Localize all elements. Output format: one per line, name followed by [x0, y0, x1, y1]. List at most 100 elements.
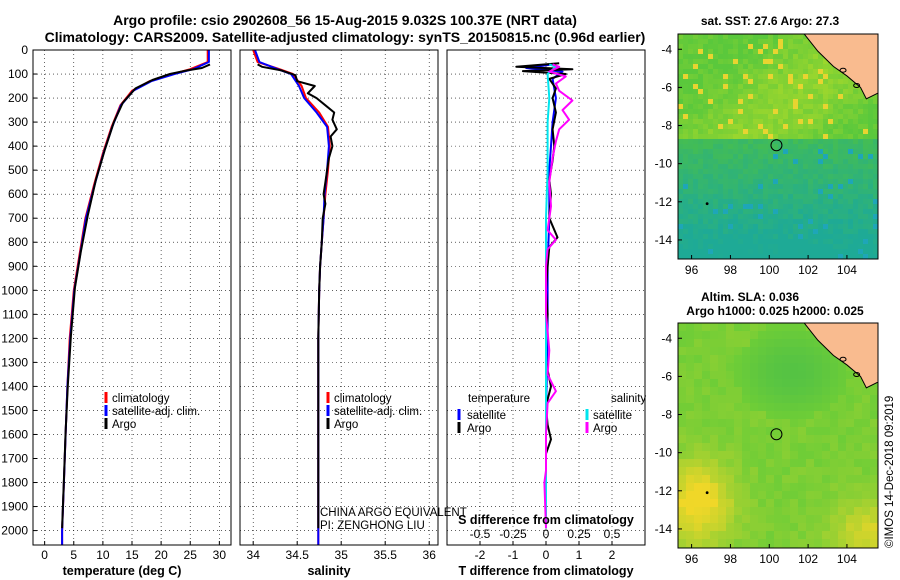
sst-map-cell [708, 54, 714, 60]
sst-map-cell [733, 249, 739, 255]
sst-map-cell [858, 154, 864, 160]
sst-map-cell [738, 214, 744, 220]
sst-map-cell [728, 124, 734, 130]
sla-map-cell [694, 411, 703, 420]
sst-map-cell [838, 149, 844, 155]
sst-map-cell [743, 224, 749, 230]
sla-map-cell [718, 499, 727, 508]
sst-map-cell [808, 254, 814, 259]
sla-map-cell [750, 531, 759, 540]
sst-map-cell [853, 89, 859, 95]
sla-map-cell [846, 379, 855, 388]
sst-map-cell [833, 169, 839, 175]
sst-map-cell [853, 249, 859, 255]
sla-map-cell [870, 411, 878, 420]
sst-map-cell [818, 54, 824, 60]
sst-map-cell [773, 199, 779, 205]
sst-map-cell [848, 199, 854, 205]
sst-map-cell [843, 134, 849, 140]
sst-map-cell [733, 104, 739, 110]
sst-map-cell [703, 59, 709, 65]
sst-map-cell [733, 84, 739, 90]
sst-map-cell [693, 164, 699, 170]
sst-map-cell [853, 204, 859, 210]
sst-map-cell [858, 194, 864, 200]
sst-map-cell [753, 184, 759, 190]
sst-map-cell [703, 124, 709, 130]
sst-map-cell [803, 224, 809, 230]
sst-map-cell [683, 89, 689, 95]
sla-map-cell [686, 419, 695, 428]
sla-map-cell [686, 435, 695, 444]
sst-map-cell [838, 184, 844, 190]
sst-map-cell [793, 104, 799, 110]
sst-map-cell [708, 184, 714, 190]
sst-map-cell [678, 219, 684, 225]
sst-map-cell [683, 104, 689, 110]
sst-map-cell [733, 194, 739, 200]
sst-map-cell [678, 239, 684, 245]
sst-map-cell [783, 54, 789, 60]
sla-map-cell [862, 451, 871, 460]
sla-map-cell [782, 371, 791, 380]
sst-map-cell [788, 214, 794, 220]
sst-map-cell [823, 204, 829, 210]
sst-map-cell [728, 34, 734, 40]
sla-map-cell [694, 363, 703, 372]
sla-map-cell [862, 467, 871, 476]
sst-map-cell [858, 239, 864, 245]
sst-map-cell [723, 54, 729, 60]
sst-map-cell [703, 224, 709, 230]
sst-map-cell [723, 89, 729, 95]
sla-map-cell [774, 515, 783, 524]
sst-map-cell [753, 219, 759, 225]
sla-map-cell [782, 403, 791, 412]
sst-map-cell [723, 224, 729, 230]
sst-map-cell [848, 109, 854, 115]
sst-map-cell [853, 94, 859, 100]
sst-map-cell [763, 154, 769, 160]
sst-map-cell [768, 234, 774, 240]
sst-map-cell [873, 234, 878, 240]
sla-map-island-dot [705, 491, 709, 495]
sst-map-cell [703, 239, 709, 245]
sst-map-cell [688, 154, 694, 160]
sst-map-cell [833, 164, 839, 170]
sla-map-cell [702, 483, 711, 492]
sst-map-cell [768, 104, 774, 110]
sst-map-cell [758, 104, 764, 110]
sst-map-cell [788, 184, 794, 190]
sst-map-cell [753, 194, 759, 200]
sst-map-cell [768, 134, 774, 140]
sst-map-cell [843, 84, 849, 90]
sst-map-cell [743, 249, 749, 255]
sst-map-cell [793, 254, 799, 259]
sst-map-cell [763, 104, 769, 110]
sst-map-cell [868, 229, 874, 235]
sst-map-cell [708, 179, 714, 185]
sst-map-cell [753, 239, 759, 245]
sst-map-cell [703, 214, 709, 220]
sst-map-cell [678, 254, 684, 259]
sst-map-cell [768, 199, 774, 205]
salinity-series-group [252, 50, 338, 545]
sst-map-cell [693, 119, 699, 125]
sst-map-cell [708, 204, 714, 210]
sla-map-cell [758, 451, 767, 460]
sst-map-cell [733, 149, 739, 155]
sst-map-cell [683, 239, 689, 245]
sla-map-xtick-label: 100 [759, 552, 779, 566]
sla-map-cell [806, 347, 815, 356]
sst-map-cell [858, 134, 864, 140]
sla-map-cell [726, 419, 735, 428]
sst-map-cell [693, 54, 699, 60]
sla-map-cell [734, 459, 743, 468]
sst-map-cell [718, 199, 724, 205]
sst-map-cell [873, 154, 878, 160]
sla-map-cell [718, 331, 727, 340]
sst-map-cell [778, 159, 784, 165]
sst-map-cell [868, 129, 874, 135]
sst-map-cell [783, 219, 789, 225]
sst-map-cell [713, 184, 719, 190]
